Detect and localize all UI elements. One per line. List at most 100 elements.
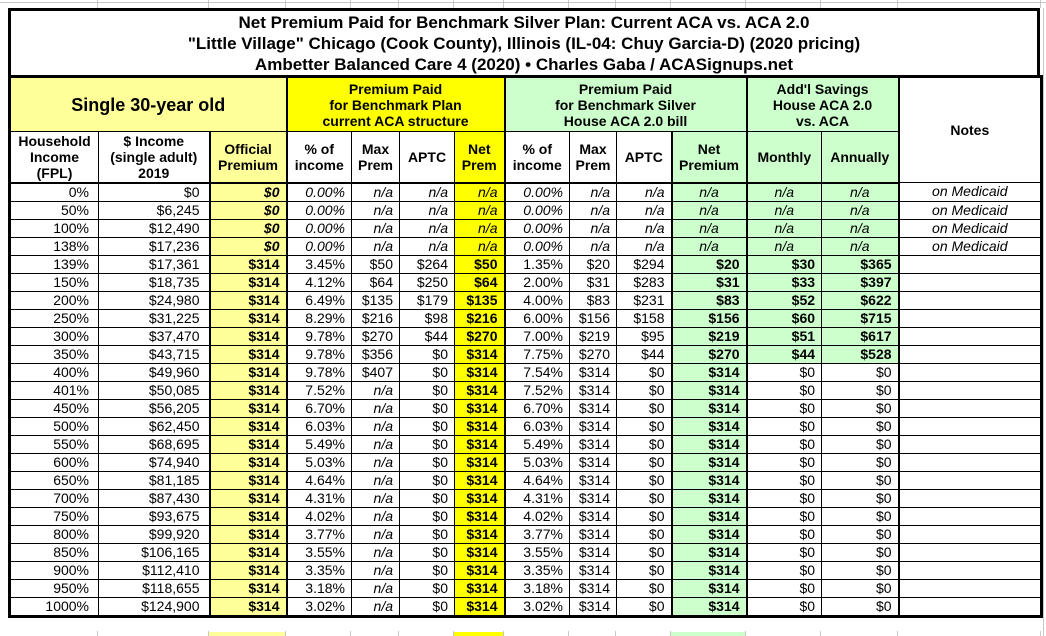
notes-cell bbox=[897, 560, 1043, 580]
notes-cell bbox=[897, 506, 1043, 526]
household-income-fpl-cell: 700% bbox=[9, 488, 99, 508]
savings-monthly-cell: n/a bbox=[745, 182, 823, 202]
aca20-aptc-cell: $0 bbox=[616, 380, 672, 400]
aca-max-prem-cell: n/a bbox=[351, 560, 400, 580]
aca-aptc-cell: n/a bbox=[399, 200, 455, 220]
aca-pct-of-income-cell: 0.00% bbox=[285, 200, 352, 220]
notes-cell bbox=[897, 434, 1043, 454]
aca-max-prem-cell: n/a bbox=[351, 434, 400, 454]
notes-cell: on Medicaid bbox=[897, 200, 1043, 220]
column-header-aca-pct-of-income: % of income bbox=[285, 131, 352, 184]
aca20-net-premium-cell: $156 bbox=[670, 308, 748, 328]
aca-aptc-cell: $264 bbox=[399, 254, 455, 274]
cutoff-row-sliver bbox=[209, 632, 285, 636]
aca-pct-of-income-cell: 7.52% bbox=[285, 380, 352, 400]
aca-max-prem-cell: n/a bbox=[351, 596, 400, 617]
notes-cell: on Medicaid bbox=[897, 236, 1043, 256]
aca20-max-prem-cell: $314 bbox=[569, 488, 617, 508]
aca20-aptc-cell: $231 bbox=[616, 290, 672, 310]
aca-aptc-cell: $0 bbox=[399, 452, 455, 472]
aca20-pct-of-income-cell: 7.00% bbox=[503, 326, 570, 346]
aca20-max-prem-cell: $314 bbox=[569, 542, 617, 562]
aca20-pct-of-income-cell: 3.35% bbox=[503, 560, 570, 580]
aca20-pct-of-income-cell: 7.54% bbox=[503, 362, 570, 382]
household-income-fpl-cell: 500% bbox=[9, 416, 99, 436]
aca20-net-premium-cell: n/a bbox=[670, 182, 748, 202]
aca-max-prem-cell: n/a bbox=[351, 200, 400, 220]
official-premium-cell: $314 bbox=[208, 470, 287, 490]
margin-gridline bbox=[1043, 8, 1044, 636]
savings-annually-cell: $528 bbox=[821, 344, 900, 364]
margin-gridline bbox=[350, 631, 351, 636]
aca-net-prem-cell: $314 bbox=[454, 506, 505, 526]
household-income-fpl-cell: 850% bbox=[9, 542, 99, 562]
aca20-max-prem-cell: $219 bbox=[569, 326, 617, 346]
aca20-pct-of-income-cell: 3.55% bbox=[503, 542, 570, 562]
savings-monthly-cell: $0 bbox=[745, 470, 823, 490]
aca-pct-of-income-cell: 9.78% bbox=[285, 362, 352, 382]
aca-aptc-cell: $44 bbox=[399, 326, 455, 346]
aca20-max-prem-cell: $314 bbox=[569, 560, 617, 580]
aca-net-prem-cell: $314 bbox=[454, 542, 505, 562]
notes-cell bbox=[897, 578, 1043, 598]
aca-net-prem-cell: $314 bbox=[454, 488, 505, 508]
table-row-fpl-138: 138% $17,236 $0 0.00% n/a n/a n/a 0.00% n/a n/a n/… bbox=[9, 236, 1043, 256]
aca-max-prem-cell: n/a bbox=[351, 236, 400, 256]
official-premium-cell: $314 bbox=[208, 344, 287, 364]
savings-annually-cell: n/a bbox=[821, 182, 900, 202]
household-income-fpl-cell: 600% bbox=[9, 452, 99, 472]
table-row-fpl-800: 800% $99,920 $314 3.77% n/a $0 $314 3.77% $314 $0… bbox=[9, 524, 1043, 544]
aca-aptc-cell: n/a bbox=[399, 182, 455, 202]
aca-aptc-cell: $0 bbox=[399, 524, 455, 544]
aca-max-prem-cell: n/a bbox=[351, 218, 400, 238]
household-income-fpl-cell: 250% bbox=[9, 308, 99, 328]
aca20-max-prem-cell: $314 bbox=[569, 470, 617, 490]
aca20-net-premium-cell: $314 bbox=[670, 506, 748, 526]
table-row-fpl-550: 550% $68,695 $314 5.49% n/a $0 $314 5.49% $314 $0… bbox=[9, 434, 1043, 454]
aca20-pct-of-income-cell: 0.00% bbox=[503, 236, 570, 256]
official-premium-cell: $314 bbox=[208, 506, 287, 526]
aca-pct-of-income-cell: 4.64% bbox=[285, 470, 352, 490]
savings-annually-cell: $0 bbox=[821, 398, 900, 418]
aca-pct-of-income-cell: 9.78% bbox=[285, 344, 352, 364]
column-header-income-2019: $ Income (single adult) 2019 bbox=[98, 131, 210, 184]
savings-monthly-cell: $0 bbox=[745, 362, 823, 382]
income-2019-cell: $0 bbox=[98, 182, 210, 202]
aca20-max-prem-cell: $83 bbox=[569, 290, 617, 310]
official-premium-cell: $314 bbox=[208, 416, 287, 436]
savings-monthly-cell: $44 bbox=[745, 344, 823, 364]
aca-net-prem-cell: $64 bbox=[454, 272, 505, 292]
income-2019-cell: $87,430 bbox=[98, 488, 210, 508]
aca20-aptc-cell: n/a bbox=[616, 218, 672, 238]
income-2019-cell: $18,735 bbox=[98, 272, 210, 292]
spreadsheet-margin-bottom bbox=[0, 631, 1046, 636]
savings-monthly-cell: $0 bbox=[745, 524, 823, 544]
aca20-net-premium-cell: $314 bbox=[670, 542, 748, 562]
aca20-aptc-cell: $0 bbox=[616, 362, 672, 382]
income-2019-cell: $99,920 bbox=[98, 524, 210, 544]
aca-max-prem-cell: $50 bbox=[351, 254, 400, 274]
official-premium-cell: $314 bbox=[208, 326, 287, 346]
income-2019-cell: $50,085 bbox=[98, 380, 210, 400]
aca20-aptc-cell: $0 bbox=[616, 470, 672, 490]
savings-annually-cell: $0 bbox=[821, 362, 900, 382]
aca-aptc-cell: $0 bbox=[399, 380, 455, 400]
column-header-aca-max-prem: Max Prem bbox=[351, 131, 400, 184]
savings-annually-cell: $715 bbox=[821, 308, 900, 328]
aca20-pct-of-income-cell: 2.00% bbox=[503, 272, 570, 292]
aca20-net-premium-cell: $31 bbox=[670, 272, 748, 292]
table-row-fpl-600: 600% $74,940 $314 5.03% n/a $0 $314 5.03% $314 $0… bbox=[9, 452, 1043, 472]
official-premium-cell: $314 bbox=[208, 362, 287, 382]
table-row-fpl-400: 400% $49,960 $314 9.78% $407 $0 $314 7.54% $314 $… bbox=[9, 362, 1043, 382]
household-income-fpl-cell: 650% bbox=[9, 470, 99, 490]
notes-cell bbox=[897, 596, 1043, 617]
aca20-net-premium-cell: $314 bbox=[670, 524, 748, 544]
aca20-pct-of-income-cell: 4.31% bbox=[503, 488, 570, 508]
aca-pct-of-income-cell: 3.45% bbox=[285, 254, 352, 274]
notes-cell bbox=[897, 326, 1043, 346]
aca-net-prem-cell: $314 bbox=[454, 398, 505, 418]
income-2019-cell: $17,361 bbox=[98, 254, 210, 274]
aca-pct-of-income-cell: 4.12% bbox=[285, 272, 352, 292]
savings-annually-cell: $622 bbox=[821, 290, 900, 310]
official-premium-cell: $314 bbox=[208, 272, 287, 292]
